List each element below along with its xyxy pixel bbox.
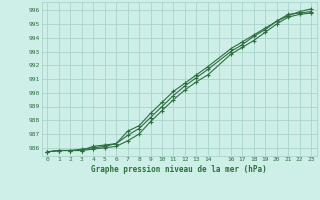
X-axis label: Graphe pression niveau de la mer (hPa): Graphe pression niveau de la mer (hPa) [91,165,267,174]
